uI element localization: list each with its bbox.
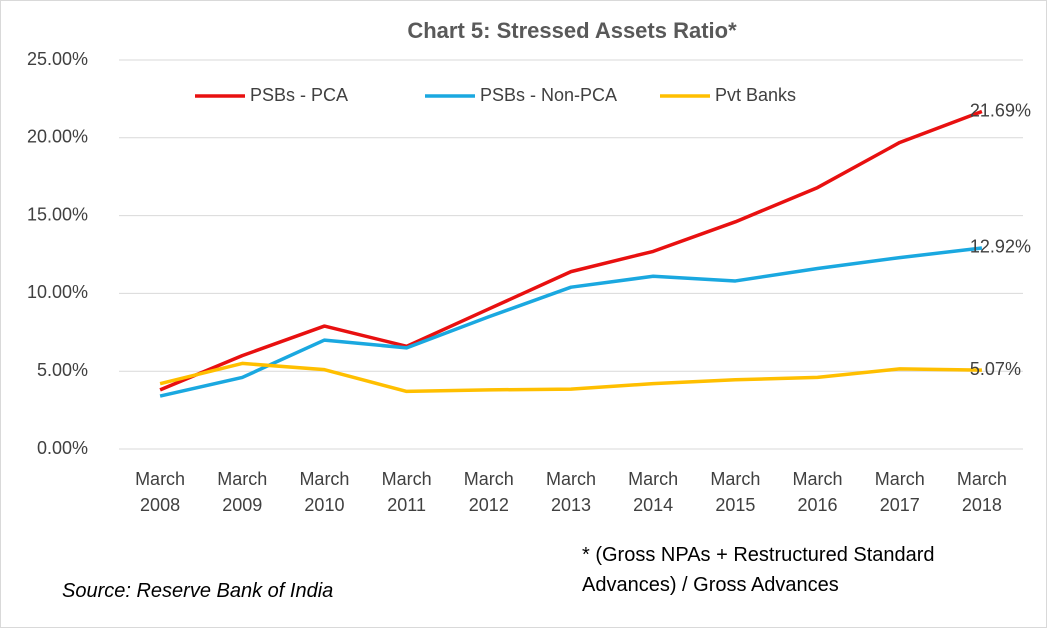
x-tick-label: March 2018	[956, 469, 1007, 515]
x-tick-label: March 2012	[463, 469, 514, 515]
source: Source: Reserve Bank of India	[62, 580, 334, 602]
x-tick-label: March 2015	[710, 469, 761, 515]
footnote: * (Gross NPAs + Restructured Standard Ad…	[582, 544, 935, 596]
series-line	[159, 109, 983, 392]
series-line	[159, 361, 982, 394]
x-tick-label: March 2010	[299, 469, 350, 515]
y-tick-label: 5.00%	[37, 360, 88, 380]
data-label: 5.07%	[970, 359, 1021, 379]
legend-label: Pvt Banks	[715, 85, 796, 105]
y-tick-label: 0.00%	[37, 438, 88, 458]
series-line	[159, 246, 983, 398]
x-tick-label: March 2017	[874, 469, 925, 515]
x-tick-label: March 2013	[545, 469, 596, 515]
legend-label: PSBs - PCA	[250, 85, 348, 105]
x-tick-label: March 2008	[135, 469, 186, 515]
chart-title: Chart 5: Stressed Assets Ratio*	[407, 18, 737, 43]
y-tick-label: 20.00%	[27, 127, 88, 147]
x-tick-label: March 2011	[381, 469, 432, 515]
legend-label: PSBs - Non-PCA	[480, 85, 617, 105]
data-label: 21.69%	[970, 100, 1031, 120]
y-tick-label: 25.00%	[27, 49, 88, 69]
data-label: 12.92%	[970, 237, 1031, 257]
y-tick-label: 15.00%	[27, 204, 88, 224]
x-tick-label: March 2014	[628, 469, 679, 515]
y-tick-label: 10.00%	[27, 282, 88, 302]
x-tick-label: March 2009	[217, 469, 268, 515]
x-tick-label: March 2016	[792, 469, 843, 515]
